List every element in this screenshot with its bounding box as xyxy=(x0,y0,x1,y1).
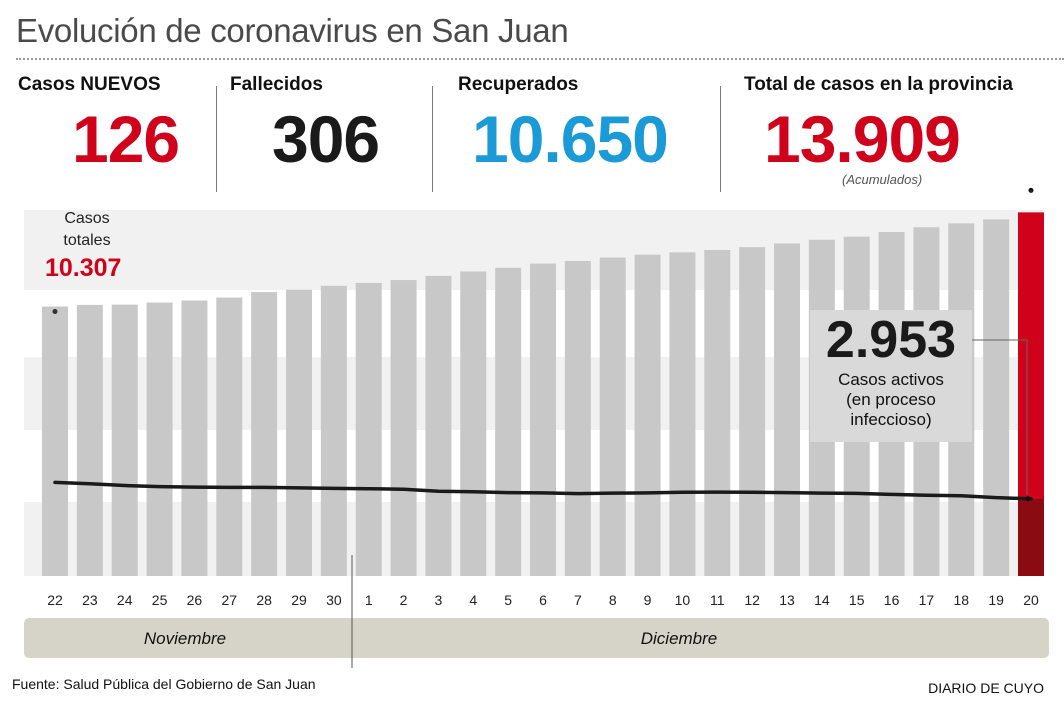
bar xyxy=(774,243,800,576)
bar xyxy=(111,304,138,576)
active-cases-bar xyxy=(1018,498,1044,576)
bar xyxy=(320,285,347,576)
recovered-label: Recuperados xyxy=(458,74,579,95)
active-cases-line xyxy=(53,480,1033,501)
x-tick-label: 3 xyxy=(435,592,443,608)
start-callout-label: totales xyxy=(63,232,110,249)
bar xyxy=(599,257,626,576)
title-divider xyxy=(16,58,1064,60)
deaths-value: 306 xyxy=(272,102,380,176)
month-label: Diciembre xyxy=(641,629,718,648)
x-tick-label: 23 xyxy=(82,592,98,608)
active-marker xyxy=(1025,496,1031,502)
x-tick-label: 29 xyxy=(291,592,307,608)
bar xyxy=(739,247,766,576)
x-tick-label: 22 xyxy=(47,592,63,608)
x-tick-label: 6 xyxy=(539,592,547,608)
x-tick-label: 2 xyxy=(400,592,408,608)
x-tick-label: 7 xyxy=(574,592,582,608)
x-tick-label: 4 xyxy=(469,592,477,608)
bar xyxy=(669,252,696,576)
bar xyxy=(530,263,556,576)
bar xyxy=(495,267,522,576)
total-label: Total de casos en la provincia xyxy=(744,74,1013,95)
source-note: Fuente: Salud Pública del Gobierno de Sa… xyxy=(12,676,316,692)
bar xyxy=(286,289,312,576)
x-tick-label: 25 xyxy=(152,592,168,608)
start-marker xyxy=(52,309,58,315)
bar xyxy=(564,260,591,576)
bar xyxy=(181,300,208,576)
x-tick-label: 13 xyxy=(779,592,795,608)
x-tick-label: 17 xyxy=(919,592,935,608)
bar xyxy=(216,297,243,576)
active-callout-label: (en proceso xyxy=(846,390,936,409)
x-tick-label: 28 xyxy=(256,592,272,608)
deaths-label: Fallecidos xyxy=(230,74,323,95)
x-tick-label: 24 xyxy=(117,592,133,608)
month-band xyxy=(24,618,1049,658)
active-connector xyxy=(972,339,1028,495)
new-cases-label: Casos NUEVOS xyxy=(18,74,161,95)
x-tick-label: 20 xyxy=(1023,592,1039,608)
x-tick-label: 11 xyxy=(710,592,725,608)
month-label: Noviembre xyxy=(144,629,226,648)
total-value: 13.909 xyxy=(764,102,961,176)
stat-divider xyxy=(432,86,433,192)
bar xyxy=(355,282,382,576)
active-callout-value: 2.953 xyxy=(826,311,956,369)
bar xyxy=(251,292,278,576)
recovered-value: 10.650 xyxy=(472,102,669,176)
x-tick-label: 9 xyxy=(644,592,652,608)
x-tick-label: 15 xyxy=(849,592,865,608)
bar xyxy=(146,302,173,576)
stat-divider xyxy=(216,86,217,192)
x-tick-label: 5 xyxy=(504,592,512,608)
bar xyxy=(42,306,68,576)
bar xyxy=(390,280,417,576)
stat-divider xyxy=(720,86,721,192)
active-callout-box xyxy=(810,310,972,442)
active-callout-label: infeccioso) xyxy=(850,410,931,429)
page-title: Evolución de coronavirus en San Juan xyxy=(16,12,569,49)
start-callout-label: Casos xyxy=(64,210,109,227)
x-tick-label: 18 xyxy=(953,592,969,608)
bar xyxy=(76,304,103,576)
start-callout-value: 10.307 xyxy=(45,254,121,282)
bar xyxy=(634,254,661,576)
x-tick-label: 19 xyxy=(988,592,1004,608)
bar xyxy=(983,219,1010,576)
x-tick-label: 14 xyxy=(814,592,830,608)
x-tick-label: 16 xyxy=(884,592,900,608)
x-tick-label: 10 xyxy=(675,592,691,608)
brand-label: DIARIO DE CUYO xyxy=(928,680,1044,696)
x-tick-label: 27 xyxy=(221,592,237,608)
x-tick-label: 12 xyxy=(744,592,760,608)
bar xyxy=(425,275,452,576)
x-tick-label: 26 xyxy=(187,592,203,608)
x-tick-label: 8 xyxy=(609,592,617,608)
new-cases-value: 126 xyxy=(72,102,180,176)
x-tick-label: 30 xyxy=(326,592,342,608)
active-callout-label: Casos activos xyxy=(838,370,944,389)
x-tick-label: 1 xyxy=(365,592,373,608)
bar xyxy=(704,249,731,576)
total-note: (Acumulados) xyxy=(842,172,923,187)
bar xyxy=(460,271,487,576)
